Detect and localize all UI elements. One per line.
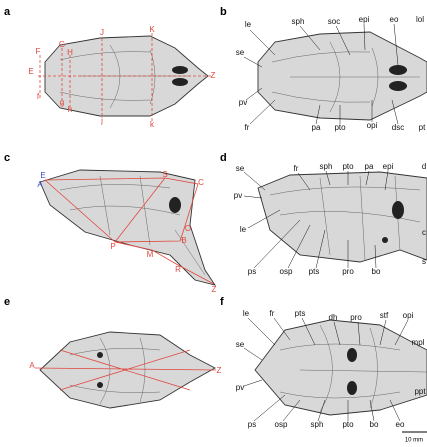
anatomy-label: K [149, 25, 155, 34]
panel-letter: e [4, 296, 10, 308]
anatomy-label: O [185, 224, 191, 233]
anatomy-label: J [100, 28, 104, 37]
anatomy-label: lol [416, 15, 424, 24]
anatomy-label: c [422, 228, 426, 237]
anatomy-label: A [29, 361, 35, 370]
anatomy-label: eo [390, 15, 399, 24]
anatomy-label: pro [342, 267, 354, 276]
anatomy-label: G [59, 40, 65, 49]
anatomy-label: epi [359, 15, 370, 24]
anatomy-label: pt [419, 123, 426, 132]
anatomy-label: Z [211, 71, 216, 80]
anatomy-label: stf [380, 311, 389, 320]
anatomy-label: pts [295, 309, 306, 318]
anatomy-label: dh [329, 313, 338, 322]
anatomy-label: pv [239, 98, 247, 107]
anatomy-label: opi [367, 121, 378, 130]
anatomy-label: pto [334, 123, 346, 132]
anatomy-label: Z [217, 366, 222, 375]
anatomy-label: sph [311, 420, 324, 429]
anatomy-label: F [36, 47, 41, 56]
anatomy-label: le [245, 20, 252, 29]
anatomy-label: g [60, 98, 64, 107]
anatomy-label: h [68, 105, 72, 114]
anatomy-label: sph [320, 162, 333, 171]
anatomy-label: s [422, 257, 426, 266]
anatomy-label: sph [292, 17, 305, 26]
anatomy-label: eo [396, 420, 405, 429]
anatomy-label: A [37, 180, 43, 189]
anatomy-label: ps [248, 420, 256, 429]
panel-letter: c [4, 152, 10, 164]
anatomy-label: ps [248, 267, 256, 276]
anatomy-label: mpl [412, 338, 425, 347]
panel-letter: f [220, 296, 224, 308]
anatomy-label: le [243, 309, 250, 318]
panel-letter: a [4, 6, 11, 18]
anatomy-label: k [150, 120, 155, 129]
skull-ventral-f [244, 318, 427, 432]
anatomy-label: Z [212, 285, 217, 294]
skull-dorsal-b [244, 24, 427, 124]
anatomy-label: d [422, 162, 426, 171]
anatomy-label: bo [372, 267, 381, 276]
anatomy-label: pto [342, 420, 354, 429]
anatomy-label: pv [236, 383, 244, 392]
skull-lateral-d [244, 171, 427, 268]
anatomy-label: j [100, 116, 103, 125]
anatomy-label: se [236, 48, 245, 57]
scale-bar-label: 10 mm [405, 438, 423, 444]
anatomy-label: se [236, 164, 245, 173]
anatomy-label: P [110, 242, 115, 251]
anatomy-label: le [240, 225, 247, 234]
anatomy-label: R [175, 265, 181, 274]
anatomy-label: f [37, 92, 40, 101]
anatomy-label: osp [275, 420, 288, 429]
anatomy-label: C [198, 178, 204, 187]
anatomy-label: pv [234, 191, 242, 200]
anatomy-label: H [67, 48, 73, 57]
anatomy-label: fr [245, 123, 250, 132]
anatomy-label: pa [312, 123, 321, 132]
anatomy-label: B [181, 236, 186, 245]
skull-ventral-e [35, 332, 216, 408]
anatomy-label: fr [270, 309, 275, 318]
panel-letter: d [220, 152, 227, 164]
anatomy-label: bo [370, 420, 379, 429]
anatomy-label: fr [294, 164, 299, 173]
anatomy-label: pro [350, 313, 362, 322]
anatomy-label: M [147, 250, 154, 259]
anatomy-label: se [236, 340, 245, 349]
anatomy-label: pts [309, 267, 320, 276]
figure: 10 mm aFEfGHghJjKkZblesphsocepieololsepv… [0, 0, 427, 447]
panel-letter: b [220, 6, 227, 18]
anatomy-label: opi [403, 311, 414, 320]
anatomy-label: E [40, 171, 45, 180]
anatomy-label: pto [342, 162, 354, 171]
anatomy-label: pa [365, 162, 374, 171]
anatomy-label: soc [328, 17, 340, 26]
anatomy-label: osp [280, 267, 293, 276]
anatomy-label: ppt [414, 387, 426, 396]
anatomy-label: epi [383, 162, 394, 171]
anatomy-label: dsc [392, 123, 404, 132]
anatomy-label: S [162, 170, 167, 179]
anatomy-label: E [28, 67, 33, 76]
